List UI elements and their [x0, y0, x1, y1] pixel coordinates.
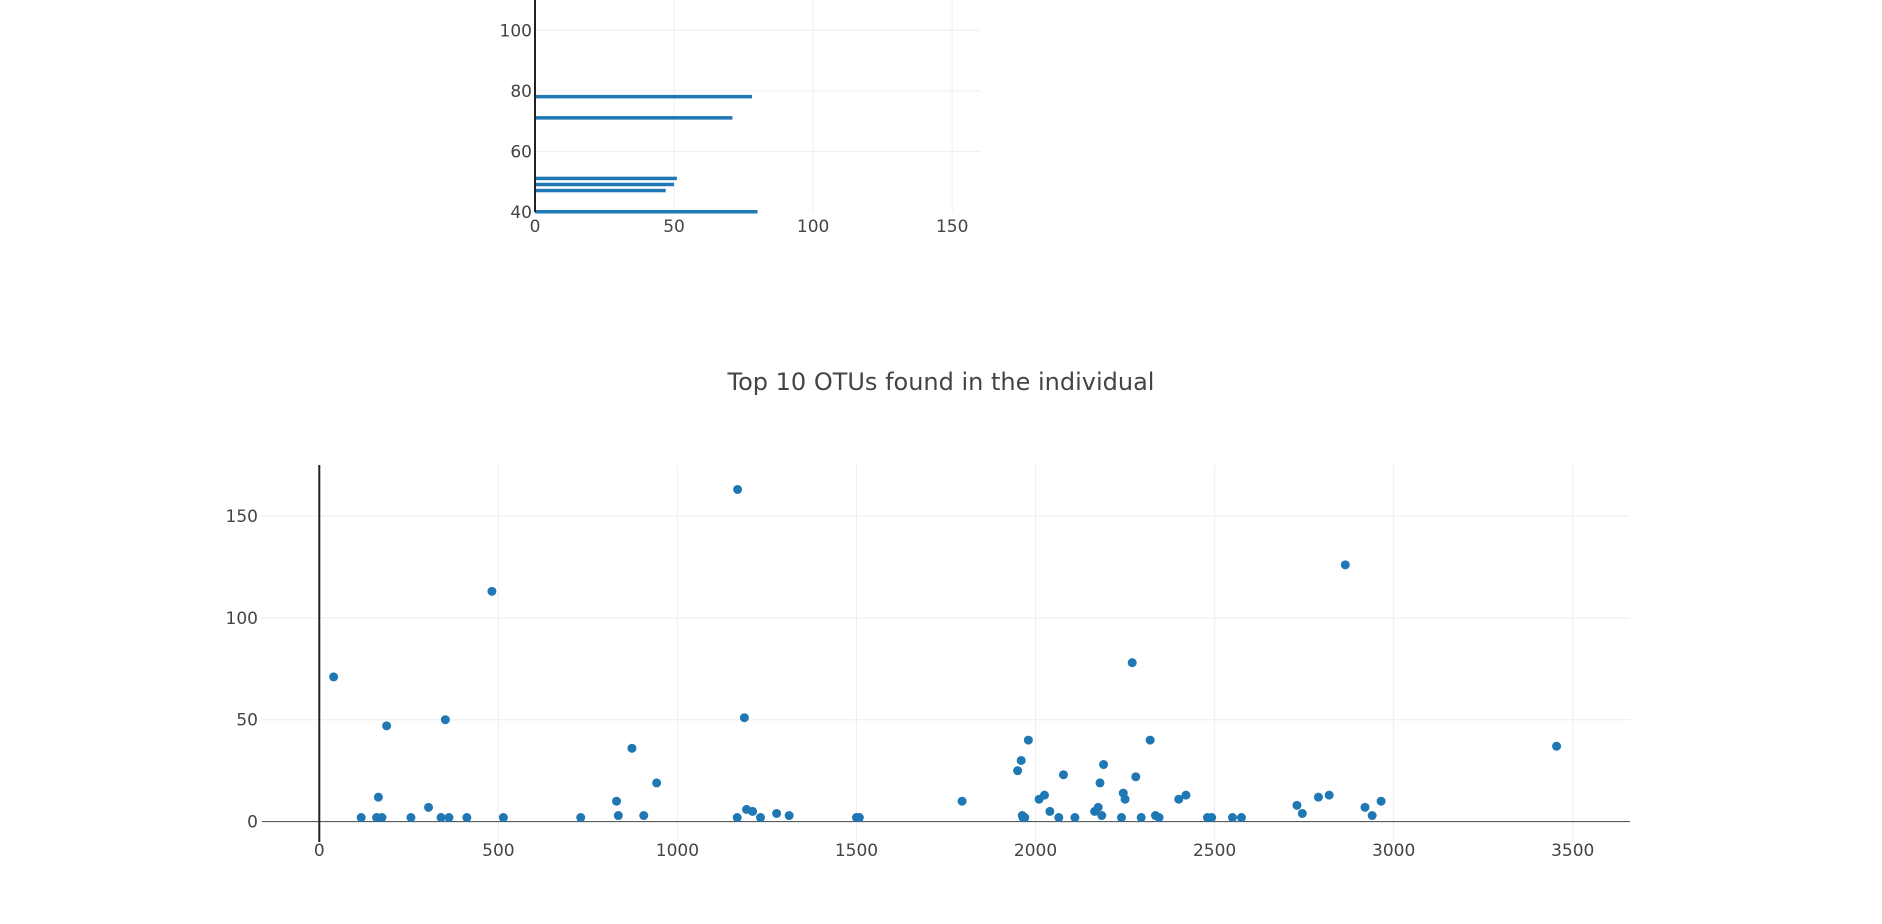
scatter-point: [1207, 813, 1217, 823]
scatter-point: [1154, 813, 1164, 823]
scatter-x-tick-label: 1000: [656, 841, 699, 861]
scatter-point: [1136, 813, 1146, 823]
bar: [535, 188, 666, 193]
scatter-point: [1227, 813, 1237, 823]
scatter-point: [498, 813, 508, 823]
bar-x-tick-label: 0: [530, 217, 541, 237]
scatter-point: [1292, 800, 1302, 810]
scatter-point: [1093, 802, 1103, 812]
scatter-point: [1552, 741, 1562, 751]
scatter-y-tick-label: 100: [226, 609, 258, 629]
scatter-x-tick-label: 0: [314, 841, 325, 861]
bar-y-tick-label: 100: [500, 21, 532, 41]
scatter-point: [639, 811, 649, 821]
scatter-chart-title: Top 10 OTUs found in the individual: [727, 368, 1155, 396]
scatter-point: [1324, 790, 1334, 800]
scatter-point: [1174, 794, 1184, 804]
scatter-point: [1023, 735, 1033, 745]
bar: [535, 210, 758, 214]
bar-y-tick-label: 60: [510, 142, 532, 162]
scatter-x-tick-label: 500: [482, 841, 514, 861]
scatter-x-tick-label: 2000: [1014, 841, 1057, 861]
scatter-point: [462, 813, 472, 823]
bar-x-tick-label: 100: [797, 217, 829, 237]
scatter-x-tick-label: 3500: [1551, 841, 1594, 861]
scatter-y-tick-label: 0: [247, 813, 258, 833]
scatter-point: [1236, 813, 1246, 823]
scatter-point: [627, 743, 637, 753]
scatter-point: [377, 813, 387, 823]
scatter-point: [1095, 778, 1105, 788]
scatter-point: [1376, 796, 1386, 806]
scatter-point: [1013, 766, 1023, 776]
scatter-point: [1097, 811, 1107, 821]
scatter-point: [613, 811, 623, 821]
scatter-point: [1313, 792, 1323, 802]
scatter-point: [652, 778, 662, 788]
scatter-x-tick-label: 2500: [1193, 841, 1236, 861]
scatter-point: [957, 796, 967, 806]
scatter-point: [1016, 755, 1026, 765]
scatter-point: [1127, 658, 1137, 668]
scatter-point: [739, 713, 749, 723]
scatter-point: [1120, 794, 1130, 804]
scatter-chart-gridlines: [262, 465, 1630, 842]
bar-y-tick-label: 80: [510, 82, 532, 102]
scatter-chart: 0 500 1000 1500 2000 2500 3000 3500 0 50 100 150: [226, 465, 1630, 861]
scatter-point: [329, 672, 339, 682]
scatter-point: [382, 721, 392, 731]
scatter-point: [373, 792, 383, 802]
scatter-point: [733, 484, 743, 494]
bar-y-tick-label: 40: [510, 203, 532, 223]
scatter-point: [356, 813, 366, 823]
scatter-point: [732, 813, 742, 823]
scatter-point: [436, 813, 446, 823]
bar-chart-bars: [535, 94, 758, 214]
scatter-point: [1045, 806, 1055, 816]
scatter-point: [1131, 772, 1141, 782]
scatter-point: [1360, 802, 1370, 812]
scatter-point: [487, 586, 497, 596]
scatter-point: [406, 813, 416, 823]
bar-chart-gridlines: [535, 0, 980, 212]
scatter-point: [1116, 813, 1126, 823]
scatter-point: [1054, 813, 1064, 823]
scatter-point: [854, 813, 864, 823]
scatter-point: [1297, 808, 1307, 818]
scatter-point: [424, 802, 434, 812]
scatter-chart-axes: [262, 465, 1630, 842]
scatter-x-tick-label: 1500: [835, 841, 878, 861]
scatter-point: [755, 813, 765, 823]
scatter-point: [440, 715, 450, 725]
scatter-point: [612, 796, 622, 806]
horizontal-bar-chart: 0 50 100 150 40 60 80 100: [500, 0, 980, 237]
scatter-point: [1039, 790, 1049, 800]
bar: [535, 94, 752, 99]
scatter-point: [1367, 811, 1377, 821]
scatter-point: [748, 806, 758, 816]
scatter-point: [1070, 813, 1080, 823]
scatter-point: [1058, 770, 1068, 780]
scatter-y-tick-label: 150: [226, 507, 258, 527]
bar-x-tick-label: 150: [936, 217, 968, 237]
scatter-point: [1145, 735, 1155, 745]
scatter-chart-points: [329, 484, 1562, 823]
scatter-x-tick-label: 3000: [1372, 841, 1415, 861]
scatter-y-tick-label: 50: [236, 711, 258, 731]
scatter-point: [1181, 790, 1191, 800]
scatter-point: [772, 808, 782, 818]
scatter-point: [576, 813, 586, 823]
scatter-point: [1020, 813, 1030, 823]
bar: [535, 182, 675, 187]
scatter-chart-tick-labels: 0 500 1000 1500 2000 2500 3000 3500 0 50 100 150: [226, 507, 1595, 861]
scatter-point: [1099, 760, 1109, 770]
bar: [535, 116, 733, 120]
bar: [535, 176, 677, 181]
scatter-point: [784, 811, 794, 821]
scatter-point: [1340, 560, 1350, 570]
bar-chart-tick-labels: 0 50 100 150 40 60 80 100: [500, 21, 969, 237]
bar-x-tick-label: 50: [663, 217, 685, 237]
scatter-point: [444, 813, 454, 823]
